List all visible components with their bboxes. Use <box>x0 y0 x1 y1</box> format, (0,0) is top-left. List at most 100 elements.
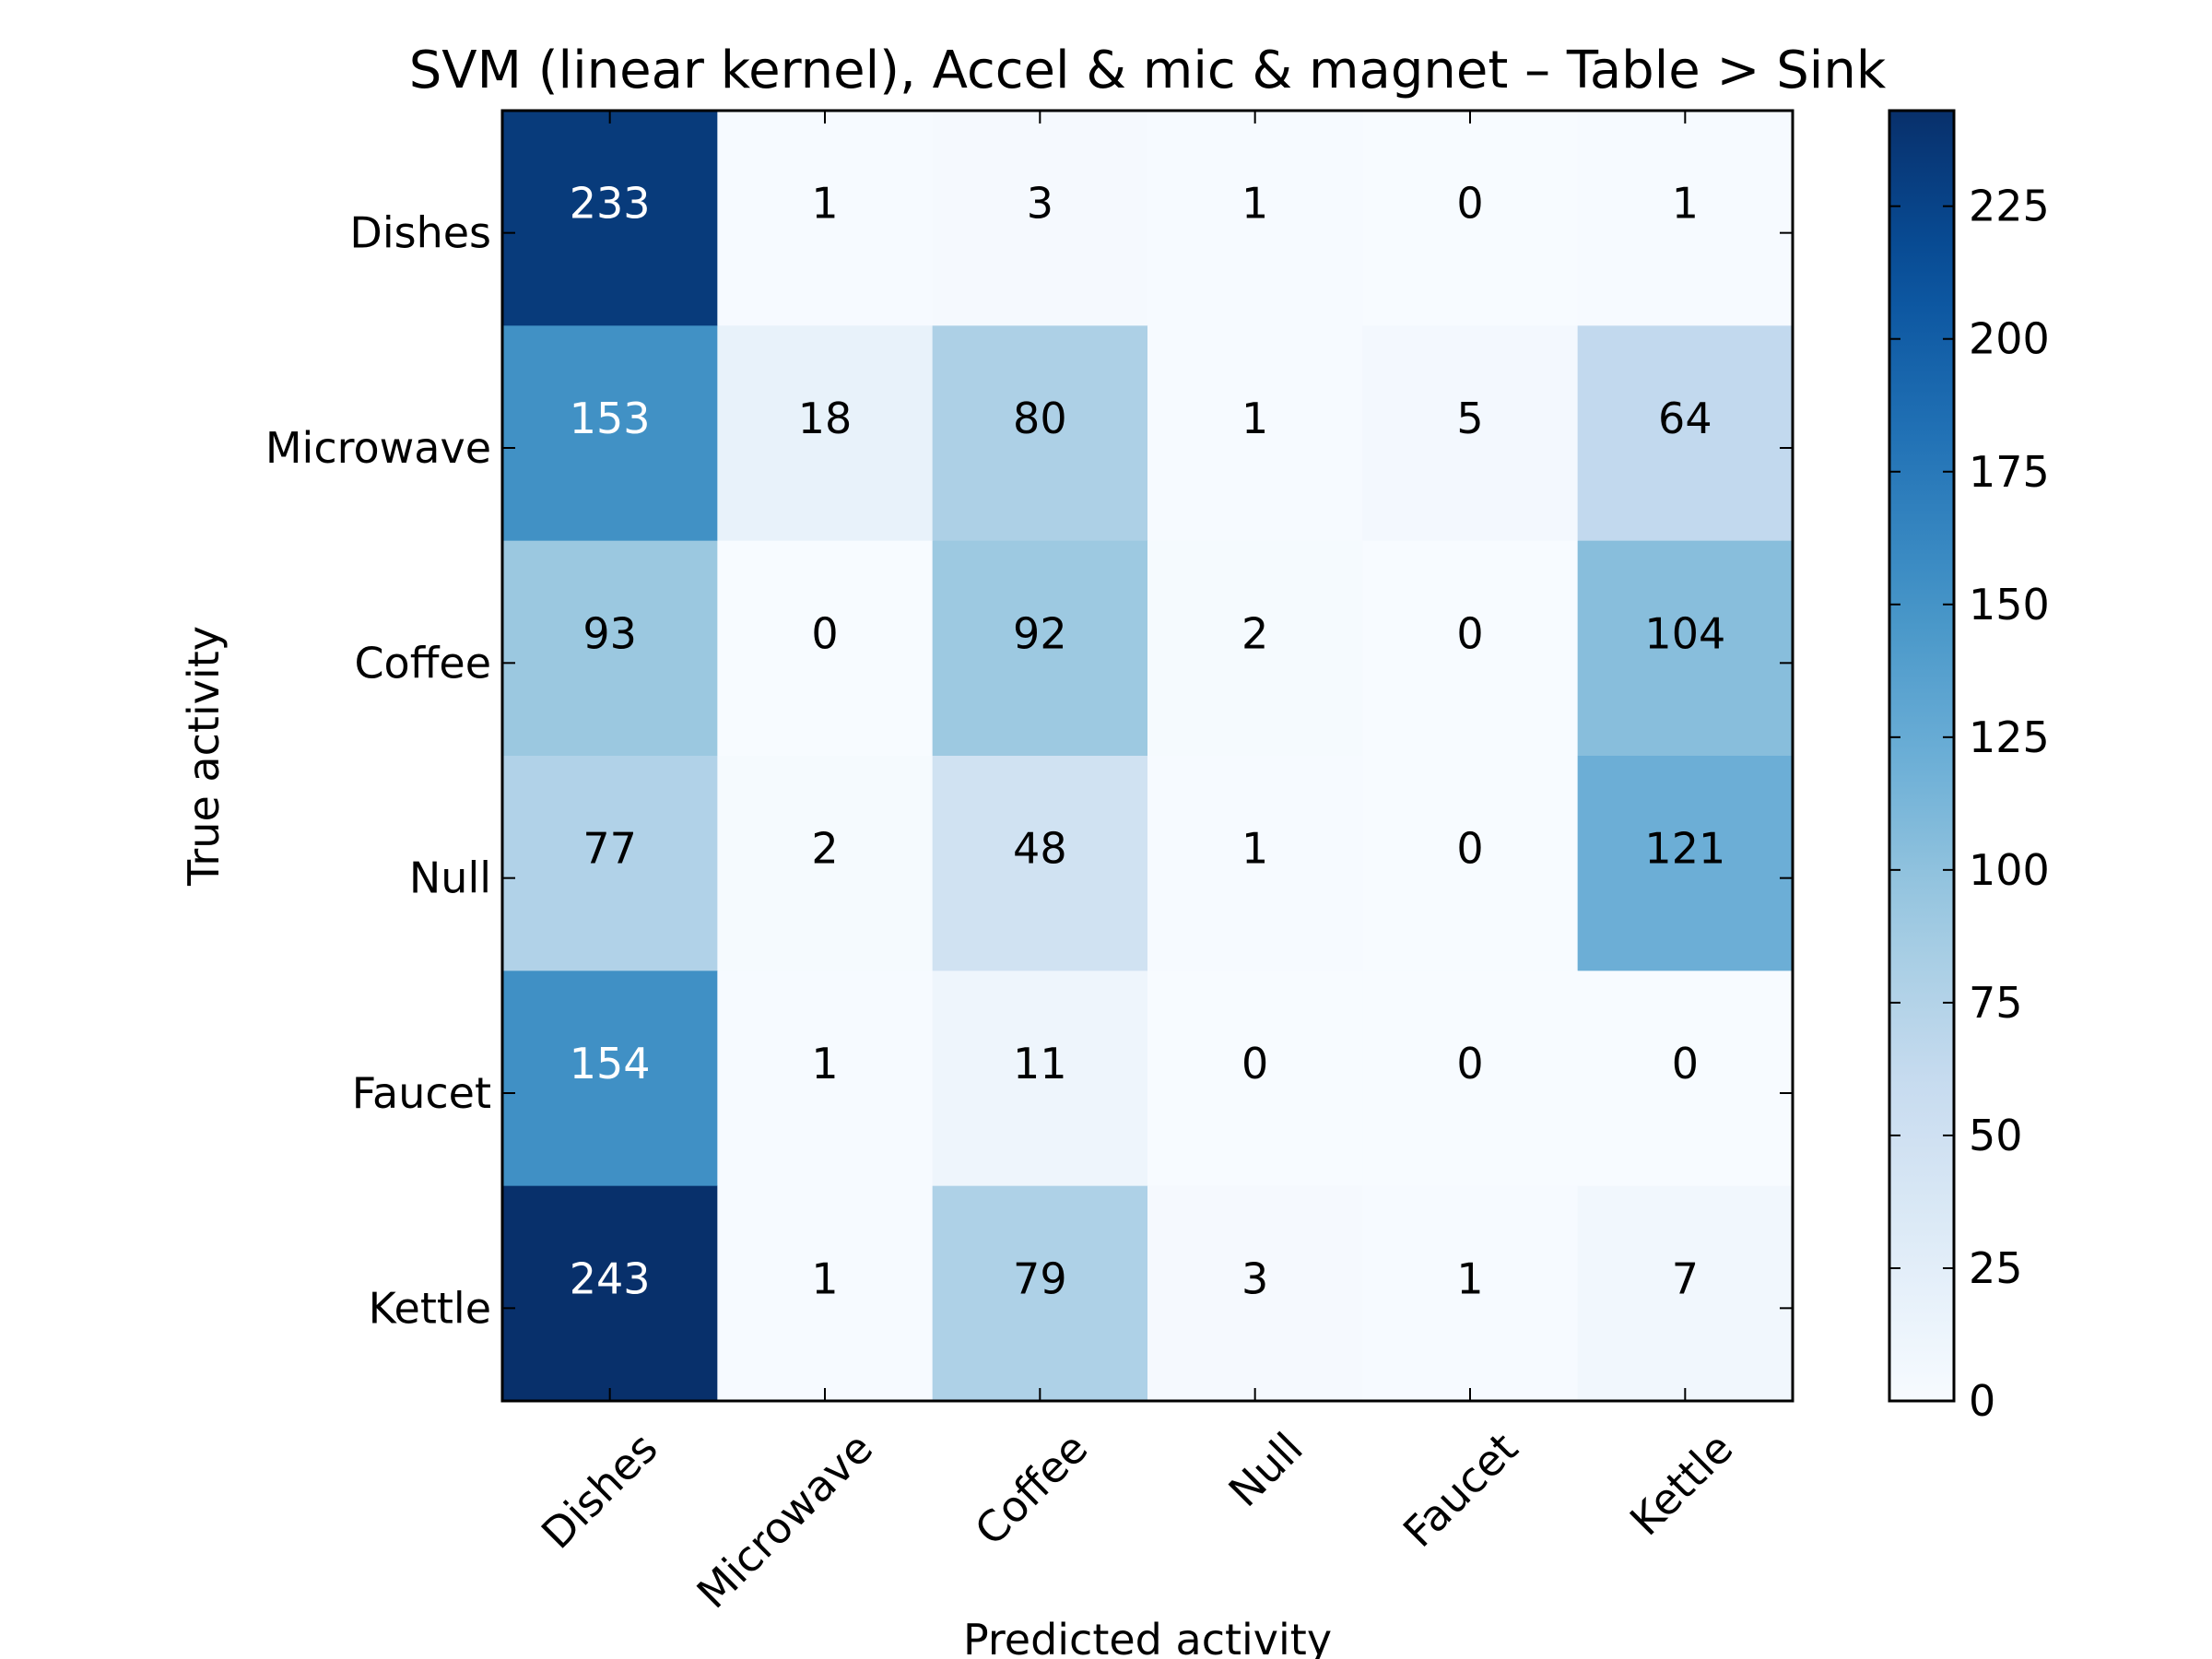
cell-value-label: 0 <box>1456 608 1483 658</box>
heatmap-cell <box>1362 540 1579 757</box>
cell-value-label: 1 <box>811 1039 838 1088</box>
cell-value-label: 5 <box>1456 394 1483 443</box>
heatmap-cell <box>1577 756 1794 971</box>
cell-value-label: 3 <box>1241 1253 1268 1303</box>
heatmap-cell <box>717 1185 934 1402</box>
y-tick-label: Dishes <box>349 208 491 258</box>
cell-value-label: 121 <box>1644 824 1725 874</box>
cell-value-label: 0 <box>1456 179 1483 229</box>
colorbar-tick-label: 0 <box>1969 1376 1995 1426</box>
y-tick-label: Microwave <box>265 423 491 473</box>
cell-value-label: 233 <box>570 179 651 229</box>
cell-value-label: 1 <box>1456 1253 1483 1303</box>
cell-value-label: 1 <box>811 1253 838 1303</box>
cell-value-label: 243 <box>570 1253 651 1303</box>
heatmap-cell <box>502 325 718 542</box>
cell-value-label: 18 <box>798 394 853 443</box>
colorbar-tick-label: 125 <box>1969 712 2050 762</box>
colorbar-tick-label: 100 <box>1969 845 2050 895</box>
x-tick-label: Dishes <box>532 1423 667 1559</box>
y-tick-label: Faucet <box>352 1068 491 1118</box>
cell-value-label: 1 <box>1241 179 1268 229</box>
y-tick-label: Null <box>409 853 491 903</box>
heatmap-cell <box>502 756 718 971</box>
heatmap-cell <box>1147 111 1363 326</box>
heatmap-cell <box>717 111 934 326</box>
x-tick-label: Null <box>1219 1423 1312 1516</box>
x-tick-label: Faucet <box>1394 1423 1527 1557</box>
heatmap-cell <box>1577 1185 1794 1402</box>
heatmap-cell <box>932 540 1148 757</box>
cell-value-label: 1 <box>1241 824 1268 874</box>
heatmap-cell <box>1577 325 1794 542</box>
y-axis-label: True activity <box>179 626 229 887</box>
heatmap-cells <box>502 111 1794 1402</box>
cell-value-label: 93 <box>582 608 637 658</box>
x-tick-label: Coffee <box>965 1423 1097 1555</box>
heatmap-cell <box>932 325 1148 542</box>
cell-value-label: 0 <box>811 608 838 658</box>
y-axis: Dishes Microwave Coffee Null Faucet Kettle <box>265 208 1793 1333</box>
heatmap-cell <box>1147 540 1363 757</box>
cell-value-label: 1 <box>811 179 838 229</box>
heatmap-cell <box>502 111 718 326</box>
x-axis-label: Predicted activity <box>963 1615 1332 1659</box>
cell-value-label: 0 <box>1241 1039 1268 1088</box>
cell-value-label: 7 <box>1672 1253 1699 1303</box>
heatmap-cell <box>502 1185 718 1402</box>
cell-value-label: 153 <box>570 394 651 443</box>
heatmap-cell <box>932 971 1148 1187</box>
cell-value-label: 1 <box>1672 179 1699 229</box>
heatmap-cell <box>1577 971 1794 1187</box>
heatmap-cell <box>502 540 718 757</box>
heatmap-cell <box>1577 540 1794 757</box>
cell-value-label: 2 <box>811 824 838 874</box>
heatmap-cell <box>1147 325 1363 542</box>
cell-value-label: 2 <box>1241 608 1268 658</box>
colorbar-tick-label: 200 <box>1969 314 2050 364</box>
heatmap-cell <box>717 540 934 757</box>
heatmap-cell <box>1147 1185 1363 1402</box>
colorbar-tick-label: 150 <box>1969 580 2050 629</box>
plot-frame <box>500 109 1794 1403</box>
cell-value-label: 154 <box>570 1039 651 1088</box>
cell-labels: 233 1 3 1 0 1 153 18 80 1 5 64 93 0 92 2 0 104 77 2 48 1 0 121 1… <box>570 179 1725 1304</box>
cell-value-label: 104 <box>1644 608 1725 658</box>
heatmap-cell <box>932 1185 1148 1402</box>
heatmap-cell <box>1362 325 1579 542</box>
x-tick-label: Microwave <box>688 1423 883 1618</box>
heatmap-cell <box>1147 971 1363 1187</box>
colorbar-tick-label: 175 <box>1969 447 2050 497</box>
cell-value-label: 77 <box>582 824 637 874</box>
cell-value-label: 80 <box>1013 394 1067 443</box>
cell-value-label: 0 <box>1672 1039 1699 1088</box>
chart-title: SVM (linear kernel), Accel & mic & magne… <box>409 41 1887 100</box>
cell-value-label: 79 <box>1013 1253 1067 1303</box>
cell-value-label: 92 <box>1013 608 1067 658</box>
cell-value-label: 64 <box>1658 394 1712 443</box>
heatmap-cell <box>502 971 718 1187</box>
heatmap-cell <box>1362 1185 1579 1402</box>
colorbar-tick-label: 25 <box>1969 1243 2023 1293</box>
heatmap-cell <box>932 756 1148 971</box>
heatmap-cell <box>1362 111 1579 326</box>
heatmap-cell <box>717 756 934 971</box>
y-tick-label: Coffee <box>354 638 491 688</box>
heatmap-cell <box>717 325 934 542</box>
colorbar: 0 25 50 75 100 125 150 175 200 225 <box>1888 109 2050 1426</box>
cell-value-label: 0 <box>1456 1039 1483 1088</box>
heatmap-cell <box>1362 971 1579 1187</box>
colorbar-tick-label: 75 <box>1969 978 2023 1028</box>
y-tick-label: Kettle <box>369 1283 491 1333</box>
cell-value-label: 3 <box>1027 179 1053 229</box>
heatmap-cell <box>932 111 1148 326</box>
x-tick-label: Kettle <box>1620 1423 1742 1545</box>
heatmap-cell <box>717 971 934 1187</box>
cell-value-label: 1 <box>1241 394 1268 443</box>
cell-value-label: 11 <box>1013 1039 1067 1088</box>
heatmap-cell <box>1362 756 1579 971</box>
colorbar-tick-label: 50 <box>1969 1111 2023 1160</box>
cell-value-label: 48 <box>1013 824 1067 874</box>
colorbar-tick-label: 225 <box>1969 182 2050 231</box>
